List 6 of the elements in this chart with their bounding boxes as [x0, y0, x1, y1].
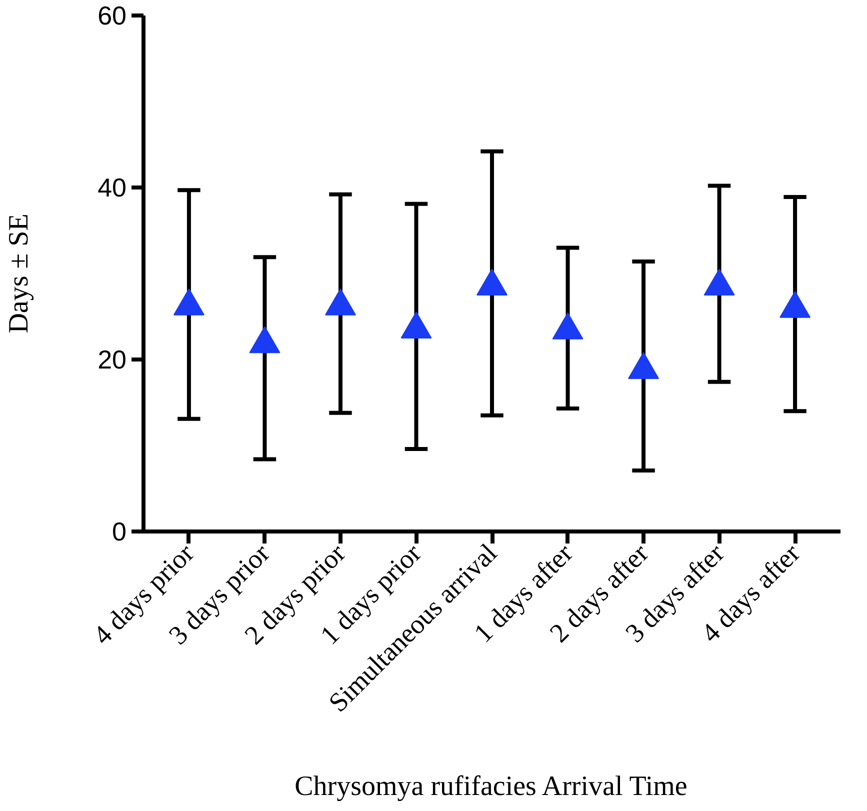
y-tick-label: 20 [98, 344, 126, 374]
y-tick-label: 60 [98, 0, 126, 30]
x-axis-title: Chrysomya rufifacies Arrival Time [294, 771, 688, 802]
y-axis-title: Days ± SE [4, 214, 35, 334]
y-tick-label: 0 [112, 516, 127, 546]
y-tick-label: 40 [98, 172, 126, 202]
